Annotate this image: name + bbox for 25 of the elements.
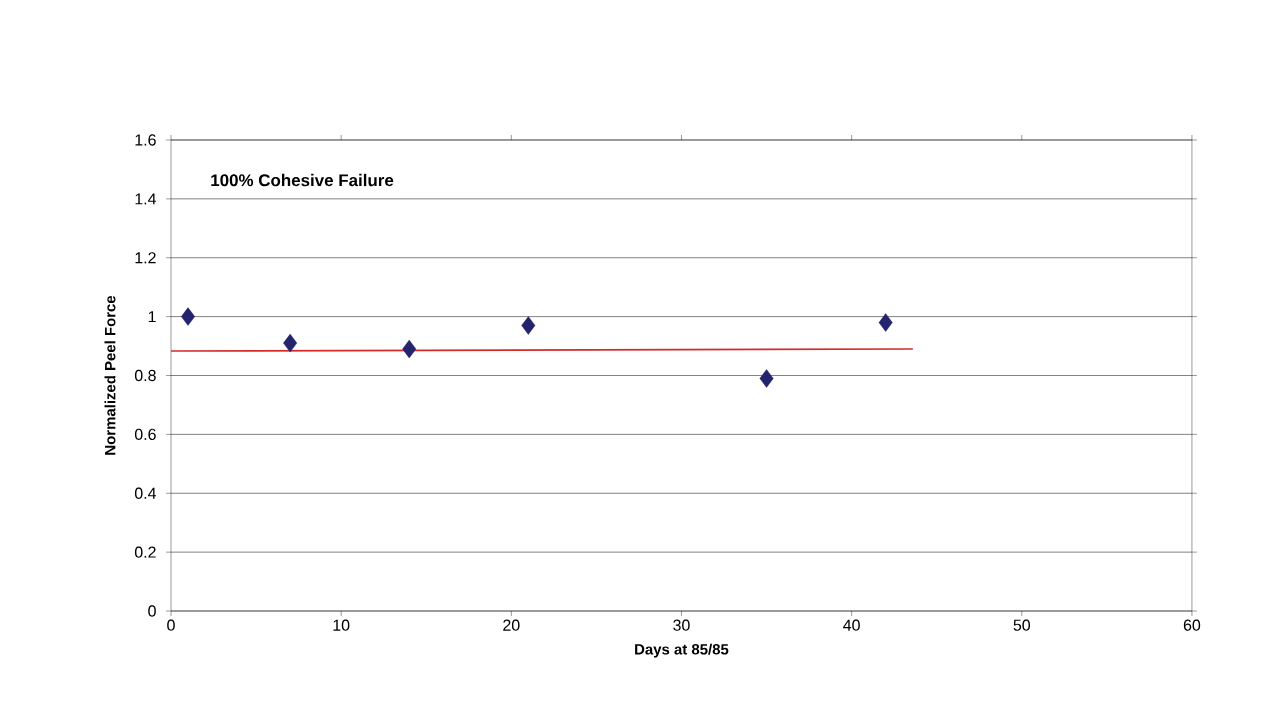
x-tick-label: 30 [673,619,690,631]
x-tick-label: 60 [1183,619,1201,631]
y-tick-label: 0.6 [134,428,156,441]
y-tick-label: 0.8 [134,369,156,382]
annotation: 100% Cohesive Failure [211,173,394,187]
x-axis-title: Days at 85/85 [635,643,729,658]
y-tick-label: 1 [148,311,156,323]
x-tick-label: 20 [503,619,520,631]
point [402,339,417,359]
x-tick-label: 0 [167,619,175,631]
point [759,369,774,388]
point [181,307,195,326]
point [521,316,536,335]
y-tick-label: 0 [148,605,156,617]
point [878,313,893,332]
y-tick-label: 0.2 [134,546,156,558]
point [283,333,298,353]
y-axis-title: Normalized Peel Force [104,295,116,455]
x-tick-label: 40 [843,619,860,631]
y-tick-label: 1.4 [135,193,157,205]
y-tick-label: 1.6 [135,134,156,146]
x-tick-label: 50 [1013,619,1031,631]
y-tick-label: 0.4 [134,487,157,499]
y-tick-label: 1.2 [135,252,156,264]
x-tick-label: 10 [333,619,350,631]
